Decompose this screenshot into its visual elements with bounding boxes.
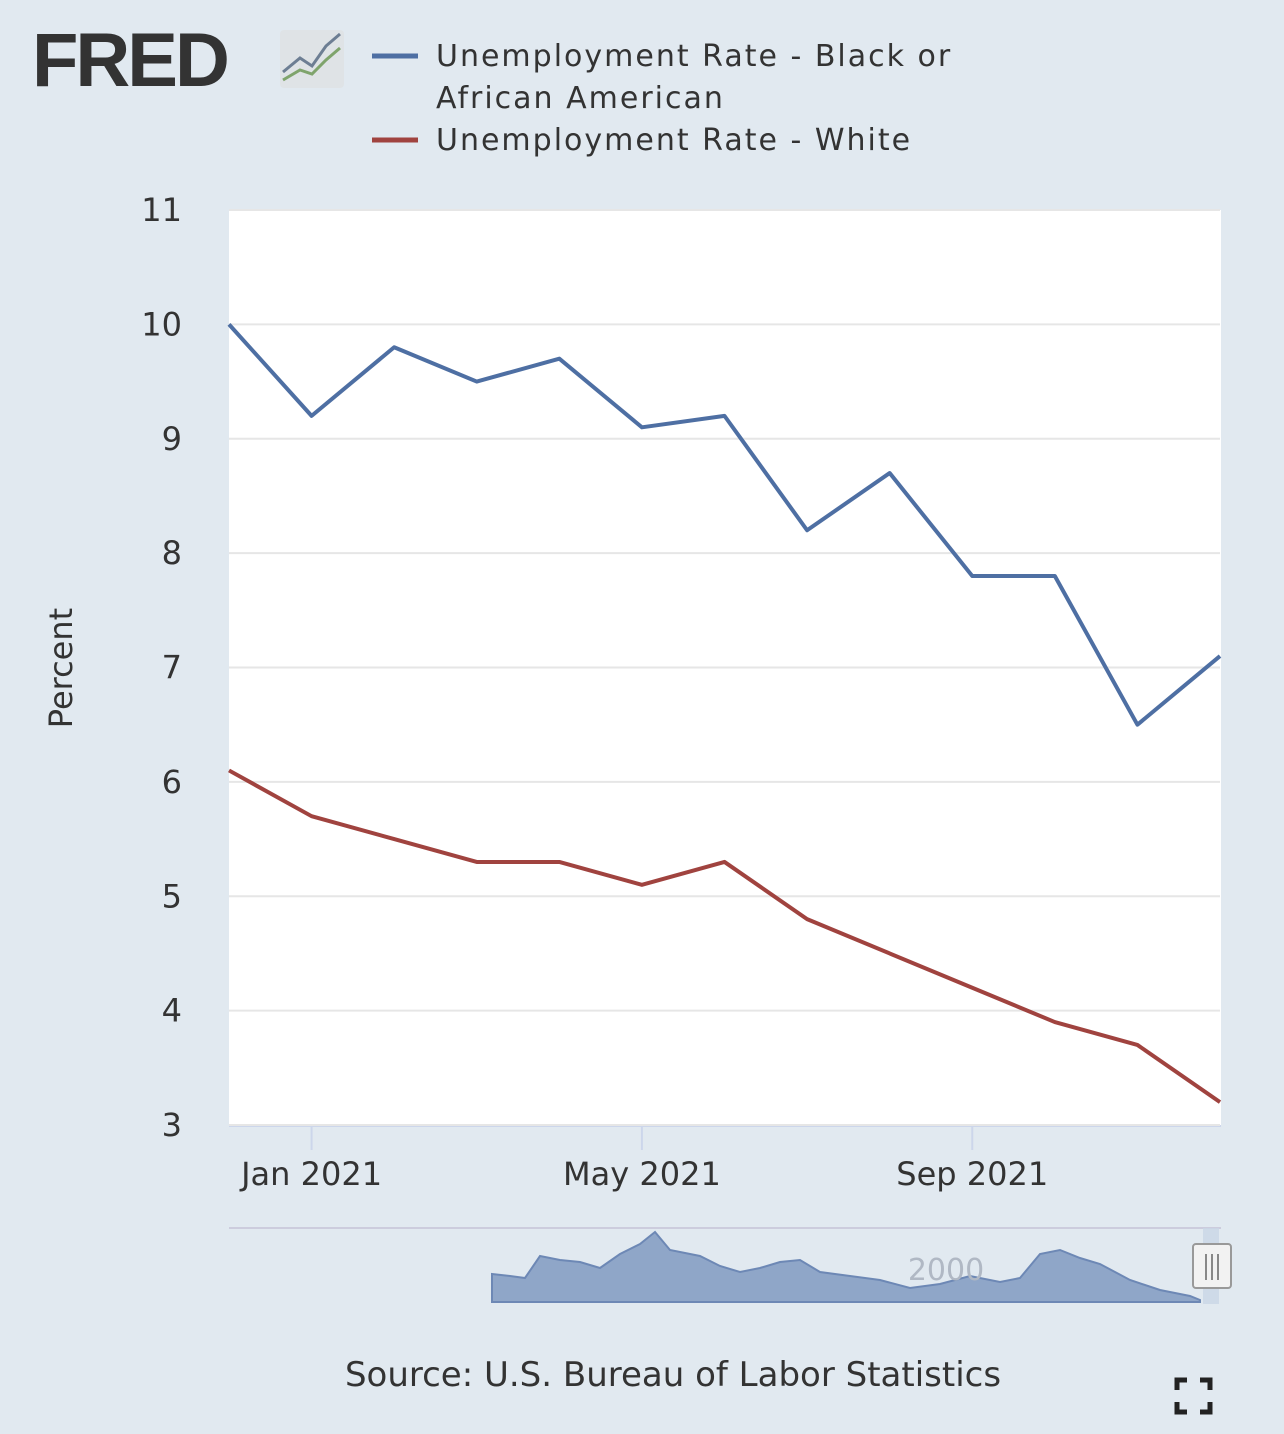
y-tick-label: 11	[141, 191, 182, 229]
legend-label: Unemployment Rate - White	[436, 123, 912, 158]
logo: FRED	[32, 18, 227, 103]
y-tick-label: 5	[162, 877, 182, 915]
y-tick-label: 10	[141, 305, 182, 343]
y-tick-label: 6	[162, 763, 182, 801]
y-tick-label: 4	[162, 992, 182, 1030]
y-tick-label: 7	[162, 649, 182, 687]
fullscreen-button[interactable]	[1174, 1377, 1213, 1415]
legend-label: African American	[436, 81, 725, 116]
y-tick-label: 3	[162, 1106, 182, 1144]
x-tick-label: Sep 2021	[896, 1155, 1048, 1193]
legend-label: Unemployment Rate - Black or	[436, 39, 952, 74]
source: Source: U.S. Bureau of Labor Statistics	[345, 1355, 1001, 1395]
series-line	[228, 768, 1222, 1104]
y-axis-label: Percent	[42, 608, 80, 728]
series-line	[227, 323, 1222, 727]
y-tick-label: 8	[162, 534, 182, 572]
navigator-label: 2000	[908, 1253, 984, 1288]
logo-icon	[280, 30, 344, 88]
x-tick-label: May 2021	[563, 1155, 721, 1193]
x-tick-label: Jan 2021	[239, 1155, 382, 1193]
y-tick-label: 9	[162, 420, 182, 458]
navigator	[229, 1227, 1232, 1304]
